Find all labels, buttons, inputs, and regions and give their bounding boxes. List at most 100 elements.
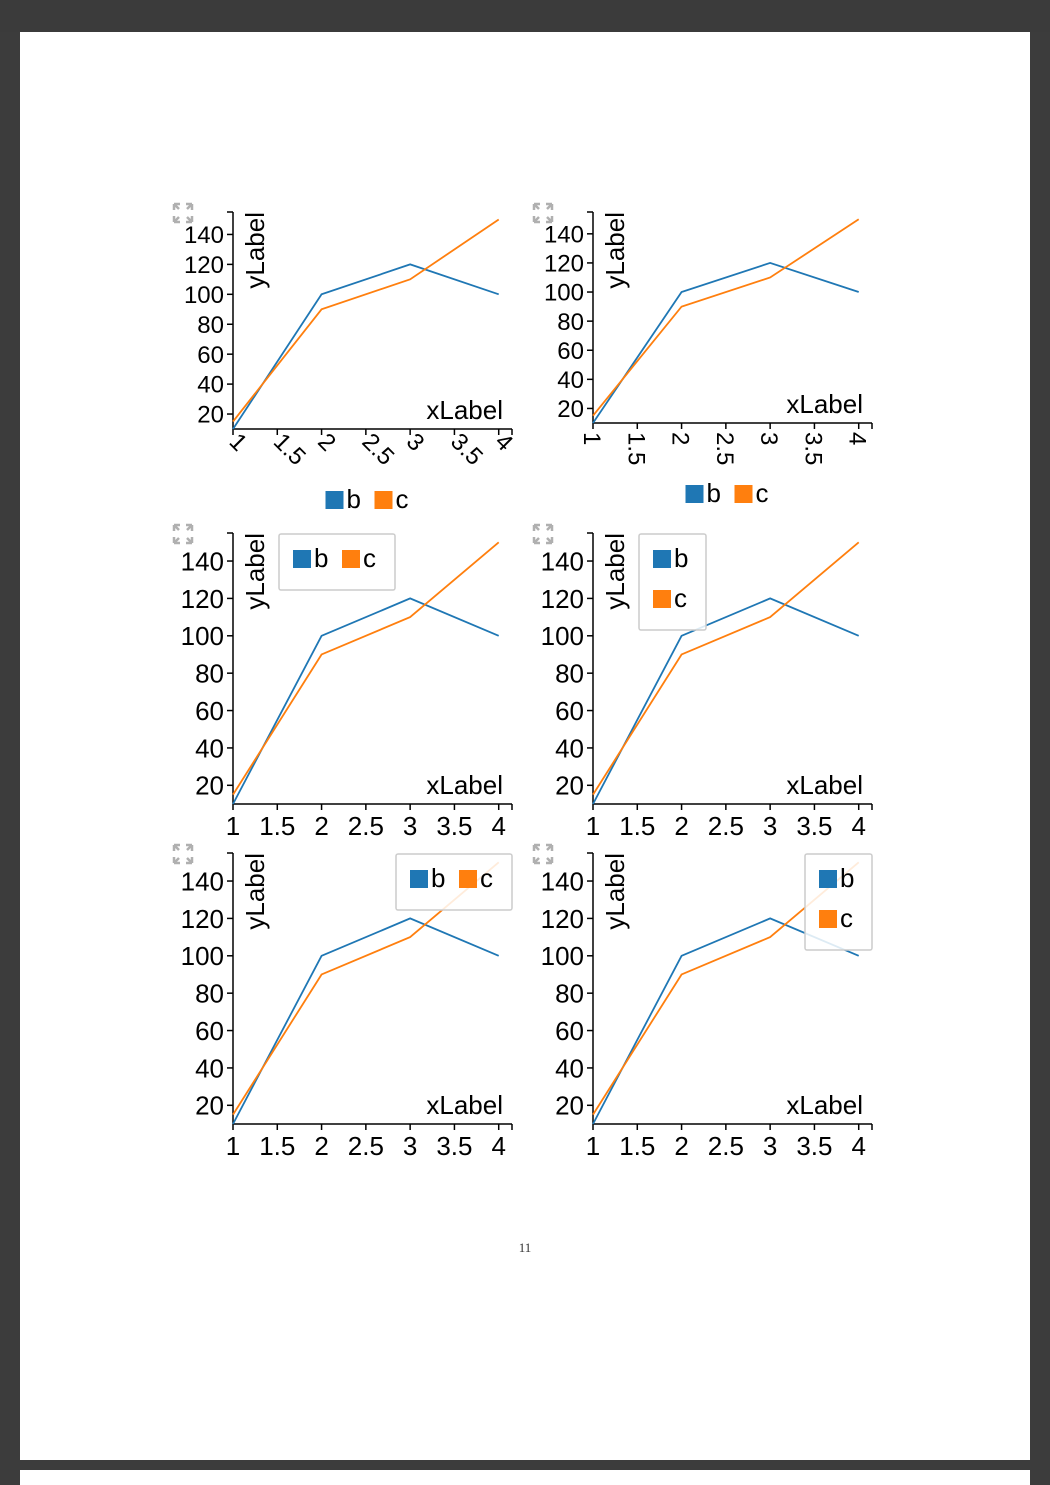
x-tick-label: 1.5 xyxy=(268,428,311,471)
series-line-c xyxy=(592,218,860,417)
x-tick-label: 1.5 xyxy=(622,432,649,465)
legend-frame xyxy=(278,533,396,591)
x-tick-label: 2 xyxy=(667,432,694,445)
x-tick-label: 2 xyxy=(674,1131,688,1161)
y-tick-label: 80 xyxy=(195,659,224,689)
expand-icon-corner xyxy=(186,523,194,531)
expand-icon-corner xyxy=(186,857,194,865)
y-tick-label: 120 xyxy=(544,251,584,278)
y-tick-label: 40 xyxy=(195,1053,224,1083)
legend-label-c: c xyxy=(840,903,853,933)
series-line-b xyxy=(592,597,860,805)
legend-frame xyxy=(638,533,707,631)
x-tick-label: 2.5 xyxy=(711,432,738,465)
x-tick-label: 3 xyxy=(401,428,430,457)
legend-swatch-c xyxy=(459,870,477,888)
x-tick-label: 2.5 xyxy=(708,1131,744,1161)
y-tick-label: 140 xyxy=(181,866,224,896)
y-tick-label: 120 xyxy=(541,904,584,934)
legend-label-b: b xyxy=(840,863,854,893)
expand-icon[interactable] xyxy=(172,523,194,545)
y-tick-label: 40 xyxy=(195,733,224,763)
expand-icon-corner xyxy=(172,843,180,851)
expand-icon-corner xyxy=(546,537,554,545)
x-tick-label: 4 xyxy=(851,811,865,841)
y-tick-label: 100 xyxy=(544,280,584,307)
legend-swatch-c xyxy=(734,485,753,503)
x-tick-label: 1 xyxy=(578,432,605,445)
expand-icon-corner xyxy=(532,523,540,531)
y-tick-label: 60 xyxy=(195,696,224,726)
y-tick-label: 80 xyxy=(555,659,584,689)
x-tick-label: 3 xyxy=(763,1131,777,1161)
expand-icon[interactable] xyxy=(532,202,554,224)
legend-label-c: c xyxy=(480,863,493,893)
chart-panel-3: 20 40 60 80 100 120 140 1 1.5 2 2.5 3 3.5 4 xLabel yLab… xyxy=(172,523,513,841)
x-tick-label: 2 xyxy=(314,811,328,841)
x-tick-label: 4 xyxy=(491,811,505,841)
legend: bc xyxy=(804,853,873,951)
y-tick-label: 100 xyxy=(184,282,224,309)
y-tick-label: 60 xyxy=(195,1016,224,1046)
x-tick-label: 3 xyxy=(403,811,417,841)
y-tick-label: 80 xyxy=(195,979,224,1009)
x-tick-label: 1.5 xyxy=(259,1131,295,1161)
legend-label-b: b xyxy=(674,543,688,573)
x-tick-label: 1.5 xyxy=(259,811,295,841)
expand-icon[interactable] xyxy=(532,523,554,545)
y-axis-label: yLabel xyxy=(600,533,630,610)
series-line-b xyxy=(232,917,500,1125)
legend-label-b: b xyxy=(431,863,445,893)
expand-icon-corner xyxy=(532,202,540,210)
x-tick-label: 1.5 xyxy=(619,1131,655,1161)
y-tick-label: 40 xyxy=(555,733,584,763)
y-tick-label: 120 xyxy=(181,904,224,934)
expand-icon-corner xyxy=(532,857,540,865)
y-tick-label: 60 xyxy=(555,696,584,726)
x-tick-label: 1 xyxy=(586,1131,600,1161)
legend-label-c: c xyxy=(396,484,409,514)
legend-label-c: c xyxy=(674,583,687,613)
y-axis-label: yLabel xyxy=(240,853,270,930)
expand-icon-corner xyxy=(186,202,194,210)
expand-icon[interactable] xyxy=(172,202,194,224)
y-tick-label: 20 xyxy=(195,1091,224,1121)
expand-icon-corner xyxy=(546,202,554,210)
expand-icon-corner xyxy=(186,537,194,545)
y-tick-label: 80 xyxy=(197,312,224,339)
y-tick-label: 60 xyxy=(557,338,584,365)
x-tick-label: 3.5 xyxy=(796,1131,832,1161)
x-axis-label: xLabel xyxy=(426,770,503,800)
x-tick-label: 2.5 xyxy=(708,811,744,841)
y-tick-label: 20 xyxy=(555,1091,584,1121)
x-axis-label: xLabel xyxy=(786,770,863,800)
legend-swatch-b xyxy=(410,870,428,888)
x-axis-label: xLabel xyxy=(426,1090,503,1120)
y-tick-label: 40 xyxy=(197,372,224,399)
x-tick-label: 4 xyxy=(844,432,871,445)
legend-label-b: b xyxy=(347,484,361,514)
y-tick-label: 20 xyxy=(197,402,224,429)
legend-swatch-c xyxy=(342,550,360,568)
y-tick-label: 60 xyxy=(197,342,224,369)
x-tick-label: 4 xyxy=(851,1131,865,1161)
chart-panel-1: 20 40 60 80 100 120 140 1 1.5 2 2.5 3 3.5 4 xLabel yLab… xyxy=(172,202,518,514)
chart-panel-4: 20 40 60 80 100 120 140 1 1.5 2 2.5 3 3.5 4 xLabel yLab… xyxy=(532,523,873,841)
x-tick-label: 3 xyxy=(755,432,782,445)
expand-icon-corner xyxy=(172,857,180,865)
legend-swatch-b xyxy=(325,491,344,509)
expand-icon[interactable] xyxy=(172,843,194,865)
legend-swatch-b xyxy=(293,550,311,568)
expand-icon-corner xyxy=(546,523,554,531)
x-tick-label: 4 xyxy=(491,1131,505,1161)
x-tick-label: 3 xyxy=(763,811,777,841)
legend-swatch-c xyxy=(374,491,393,509)
y-tick-label: 140 xyxy=(541,866,584,896)
y-tick-label: 100 xyxy=(181,941,224,971)
expand-icon[interactable] xyxy=(532,843,554,865)
